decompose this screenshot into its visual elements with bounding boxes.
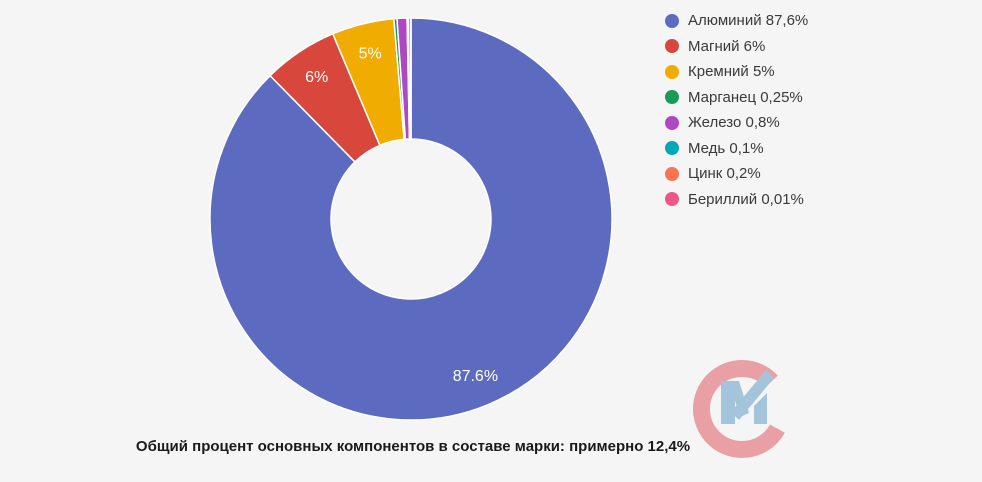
legend-item-4[interactable]: Железо 0,8% bbox=[665, 110, 808, 136]
legend-item-label: Кремний 5% bbox=[688, 63, 775, 81]
chart-legend: Алюминий 87,6% Магний 6% Кремний 5% Маргане… bbox=[665, 8, 808, 212]
legend-item-5[interactable]: Медь 0,1% bbox=[665, 136, 808, 162]
legend-swatch-icon bbox=[665, 115, 679, 130]
legend-swatch-icon bbox=[665, 166, 679, 181]
donut-chart: 87.6%6%5% bbox=[209, 17, 613, 421]
legend-item-label: Магний 6% bbox=[688, 37, 766, 55]
legend-swatch-icon bbox=[665, 90, 679, 105]
legend-item-label: Алюминий 87,6% bbox=[688, 12, 809, 30]
legend-item-7[interactable]: Бериллий 0,01% bbox=[665, 187, 808, 213]
legend-swatch-icon bbox=[665, 192, 679, 207]
legend-item-1[interactable]: Магний 6% bbox=[665, 34, 808, 60]
legend-item-label: Бериллий 0,01% bbox=[688, 190, 804, 208]
legend-item-label: Медь 0,1% bbox=[688, 139, 764, 157]
legend-item-label: Железо 0,8% bbox=[688, 114, 780, 132]
legend-swatch-icon bbox=[665, 39, 679, 54]
legend-item-2[interactable]: Кремний 5% bbox=[665, 59, 808, 85]
legend-item-0[interactable]: Алюминий 87,6% bbox=[665, 8, 808, 34]
legend-item-6[interactable]: Цинк 0,2% bbox=[665, 161, 808, 187]
legend-item-label: Марганец 0,25% bbox=[688, 88, 803, 106]
legend-item-3[interactable]: Марганец 0,25% bbox=[665, 85, 808, 111]
logo-c-arc bbox=[693, 360, 791, 458]
chart-caption: Общий процент основных компонентов в сос… bbox=[135, 438, 691, 455]
legend-swatch-icon bbox=[665, 64, 679, 79]
legend-swatch-icon bbox=[665, 13, 679, 28]
cm-watermark-logo bbox=[693, 360, 791, 458]
legend-item-label: Цинк 0,2% bbox=[688, 165, 761, 183]
pie-slice-0[interactable] bbox=[209, 17, 613, 421]
logo-m-checkmark bbox=[721, 370, 774, 424]
legend-swatch-icon bbox=[665, 141, 679, 156]
